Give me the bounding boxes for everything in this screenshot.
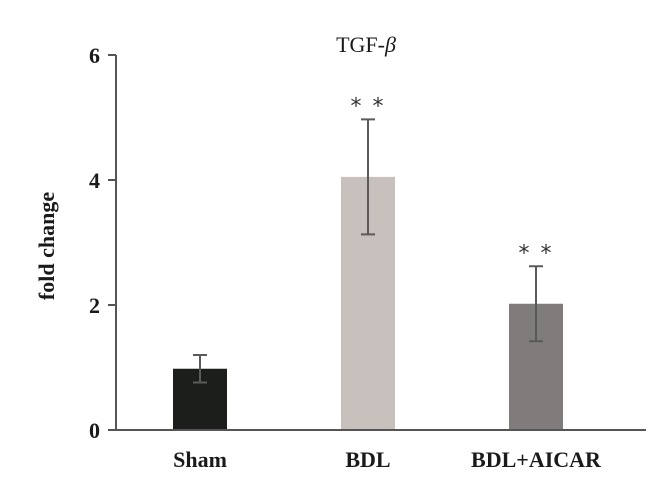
chart-title-prefix: TGF- bbox=[336, 32, 385, 57]
y-tick-label: 4 bbox=[89, 168, 100, 193]
significance-label: * * bbox=[351, 94, 386, 119]
chart-title: TGF-β bbox=[336, 32, 396, 57]
y-tick-label: 6 bbox=[89, 43, 100, 68]
chart-title-symbol: β bbox=[384, 32, 396, 57]
x-tick-label: BDL+AICAR bbox=[471, 447, 602, 472]
x-tick-label: Sham bbox=[173, 447, 227, 472]
significance-label: * * bbox=[519, 241, 554, 266]
y-axis-label: fold change bbox=[34, 192, 59, 300]
error-bars-layer bbox=[193, 118, 543, 384]
x-tick-label: BDL bbox=[345, 447, 390, 472]
y-tick-label: 0 bbox=[89, 418, 100, 443]
axes-layer: Sham BDL BDL+AICAR 0 2 4 6 bbox=[89, 43, 646, 472]
y-tick-label: 2 bbox=[89, 293, 100, 318]
annotations-layer: * * * * bbox=[351, 94, 554, 266]
